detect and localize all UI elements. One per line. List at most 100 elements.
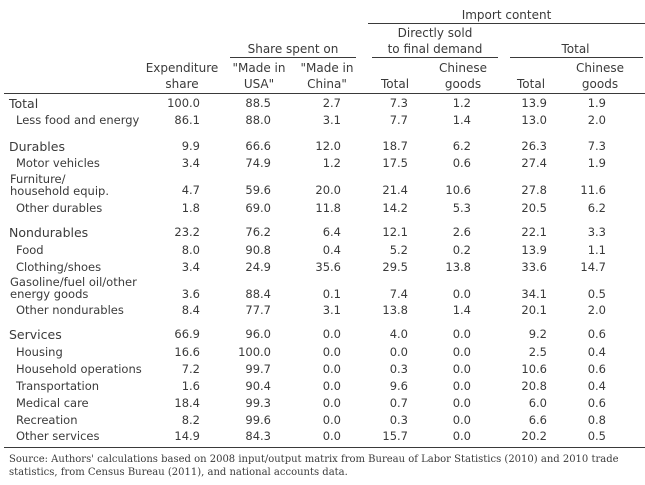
cell-direct-total: 9.6 — [389, 379, 408, 393]
cell-made-usa: 84.3 — [245, 429, 271, 443]
table-row-food: Food 8.0 90.8 0.4 5.2 0.2 13.9 1.1 — [0, 242, 645, 259]
cell-total-chinese: 0.6 — [587, 396, 606, 410]
cell-direct-chinese: 0.0 — [452, 362, 471, 376]
cell-direct-chinese: 5.3 — [452, 201, 471, 215]
table-row-durables: Durables 9.9 66.6 12.0 18.7 6.2 26.3 7.3 — [0, 138, 645, 155]
cell-made-usa: 24.9 — [245, 260, 271, 274]
cell-total: 20.1 — [521, 303, 547, 317]
cell-direct-total: 13.8 — [382, 303, 408, 317]
source-note: Source: Authors' calculations based on 2… — [9, 454, 619, 478]
row-label: Transportation — [16, 379, 100, 393]
table-row-services: Services 66.9 96.0 0.0 4.0 0.0 9.2 0.6 — [0, 326, 645, 343]
cell-total-chinese: 0.6 — [587, 362, 606, 376]
col-made-china-1: "Made in — [300, 61, 354, 75]
header-total-group: Total — [561, 42, 590, 56]
cell-direct-chinese: 10.6 — [445, 183, 471, 197]
cell-expenditure: 100.0 — [167, 96, 200, 110]
cell-expenditure: 8.4 — [181, 303, 200, 317]
cell-expenditure: 3.4 — [181, 260, 200, 274]
table-row-other-durables: Other durables 1.8 69.0 11.8 14.2 5.3 20… — [0, 200, 645, 217]
cell-direct-total: 17.5 — [382, 156, 408, 170]
row-label: Services — [9, 327, 62, 342]
cell-made-china: 12.0 — [315, 139, 341, 153]
col-chinese2-1: Chinese — [576, 61, 624, 75]
cell-total-chinese: 1.1 — [587, 243, 606, 257]
cell-direct-total: 12.1 — [382, 225, 408, 239]
cell-total: 33.6 — [521, 260, 547, 274]
cell-direct-chinese: 6.2 — [452, 139, 471, 153]
cell-total-chinese: 14.7 — [580, 260, 606, 274]
cell-made-china: 0.0 — [322, 429, 341, 443]
cell-direct-chinese: 1.4 — [452, 113, 471, 127]
row-label-line1: Gasoline/fuel oil/other — [10, 275, 137, 289]
row-label: Household operations — [16, 362, 142, 376]
table-row-housing: Housing 16.6 100.0 0.0 0.0 0.0 2.5 0.4 — [0, 344, 645, 361]
cell-made-china: 6.4 — [322, 225, 341, 239]
cell-direct-total: 7.7 — [389, 113, 408, 127]
header-directly-sold-2: to final demand — [387, 42, 483, 56]
cell-expenditure: 8.2 — [181, 413, 200, 427]
header-rule-directly — [372, 57, 498, 58]
cell-direct-total: 5.2 — [389, 243, 408, 257]
cell-made-usa: 74.9 — [245, 156, 271, 170]
cell-total-chinese: 0.5 — [587, 429, 606, 443]
cell-total: 13.9 — [521, 243, 547, 257]
cell-total-chinese: 6.2 — [587, 201, 606, 215]
cell-direct-total: 29.5 — [382, 260, 408, 274]
cell-made-usa: 88.0 — [245, 113, 271, 127]
cell-direct-chinese: 0.0 — [452, 396, 471, 410]
col-chinese-1: Chinese — [439, 61, 487, 75]
cell-made-china: 0.0 — [322, 379, 341, 393]
cell-made-usa: 96.0 — [245, 327, 271, 341]
row-label: Nondurables — [9, 225, 89, 240]
cell-expenditure: 1.8 — [181, 201, 200, 215]
col-expenditure-2: share — [165, 77, 199, 91]
col-chinese-2: goods — [444, 77, 482, 91]
cell-total-chinese: 0.6 — [587, 327, 606, 341]
cell-direct-total: 15.7 — [382, 429, 408, 443]
cell-direct-total: 0.7 — [389, 396, 408, 410]
cell-expenditure: 7.2 — [181, 362, 200, 376]
row-label: Medical care — [16, 396, 89, 410]
cell-direct-total: 0.3 — [389, 413, 408, 427]
table-row-other-services: Other services 14.9 84.3 0.0 15.7 0.0 20… — [0, 428, 645, 445]
cell-direct-chinese: 1.2 — [452, 96, 471, 110]
cell-total-chinese: 1.9 — [587, 156, 606, 170]
row-label: Housing — [16, 345, 63, 359]
cell-expenditure: 14.9 — [174, 429, 200, 443]
cell-expenditure: 3.6 — [181, 287, 200, 301]
row-label: Food — [16, 243, 44, 257]
cell-total: 9.2 — [528, 327, 547, 341]
cell-direct-chinese: 0.0 — [452, 287, 471, 301]
cell-direct-chinese: 0.0 — [452, 327, 471, 341]
cell-made-china: 35.6 — [315, 260, 341, 274]
cell-direct-total: 0.0 — [389, 345, 408, 359]
cell-made-china: 0.0 — [322, 413, 341, 427]
col-chinese2-2: goods — [581, 77, 619, 91]
cell-direct-chinese: 13.8 — [445, 260, 471, 274]
table-row-household-operations: Household operations 7.2 99.7 0.0 0.3 0.… — [0, 361, 645, 378]
cell-made-usa: 99.3 — [245, 396, 271, 410]
row-label-line2: energy goods — [10, 287, 89, 301]
cell-total-chinese: 0.4 — [587, 379, 606, 393]
cell-direct-chinese: 0.0 — [452, 429, 471, 443]
cell-expenditure: 1.6 — [181, 379, 200, 393]
cell-direct-total: 7.3 — [389, 96, 408, 110]
table-row-nondurables: Nondurables 23.2 76.2 6.4 12.1 2.6 22.1 … — [0, 224, 645, 241]
cell-made-usa: 88.5 — [245, 96, 271, 110]
cell-made-usa: 90.8 — [245, 243, 271, 257]
row-label-line2: household equip. — [10, 184, 109, 198]
header-rule-import — [368, 23, 645, 24]
row-label: Other services — [16, 429, 100, 443]
cell-direct-total: 21.4 — [382, 183, 408, 197]
table-row-total: Total 100.0 88.5 2.7 7.3 1.2 13.9 1.9 — [0, 95, 645, 112]
cell-made-usa: 100.0 — [238, 345, 271, 359]
cell-direct-total: 0.3 — [389, 362, 408, 376]
cell-made-china: 0.1 — [322, 287, 341, 301]
cell-made-china: 2.7 — [322, 96, 341, 110]
row-label: Motor vehicles — [16, 156, 100, 170]
cell-made-usa: 59.6 — [245, 183, 271, 197]
cell-made-china: 11.8 — [315, 201, 341, 215]
cell-expenditure: 23.2 — [174, 225, 200, 239]
col-total: Total — [381, 77, 410, 91]
